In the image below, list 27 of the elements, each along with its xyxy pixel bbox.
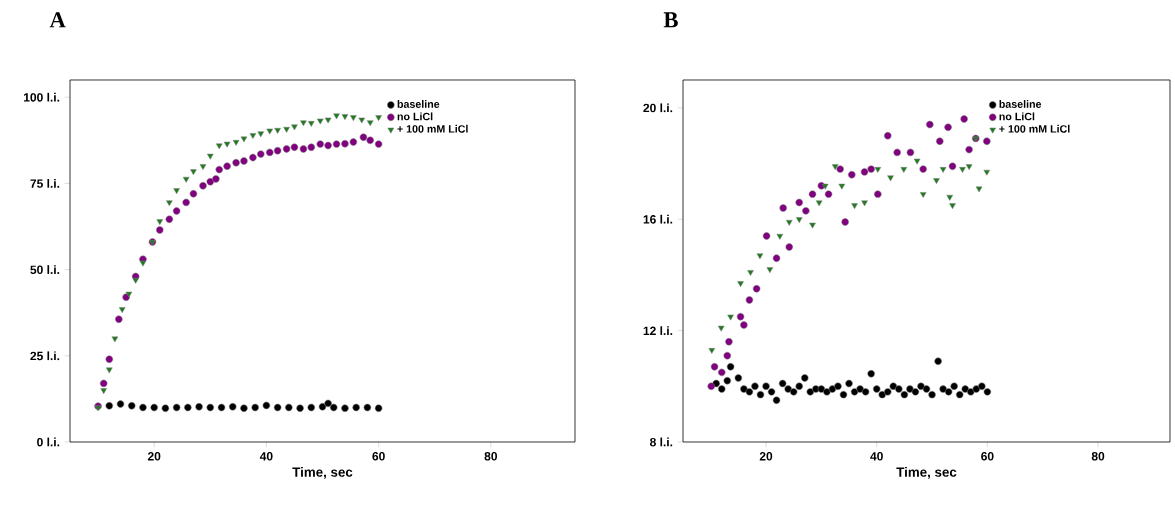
y-tick-label: 50 l.i.	[30, 265, 60, 275]
legend-label: + 100 mM LiCl	[999, 124, 1070, 133]
x-tick-label: 80	[484, 452, 498, 461]
y-tick-label: 0 l.i.	[37, 437, 60, 447]
legend-label: baseline	[397, 100, 440, 108]
y-tick-label: 20 l.i.	[643, 103, 673, 113]
chart-title: B	[663, 12, 678, 28]
x-tick-label: 80	[1091, 452, 1105, 461]
y-tick-label: 8 l.i.	[649, 437, 673, 447]
y-tick-label: 16 l.i.	[643, 214, 673, 224]
y-tick-label: 12 l.i.	[643, 326, 673, 335]
y-tick-label: 100 l.i.	[24, 92, 60, 102]
x-tick-label: 60	[981, 452, 994, 461]
y-tick-label: 75 l.i.	[30, 179, 60, 188]
x-tick-label: 20	[759, 452, 773, 461]
x-tick-label: 60	[372, 452, 385, 461]
legend-label: no LiCl	[999, 112, 1035, 121]
chart-title: A	[49, 12, 66, 28]
x-tick-label: 20	[147, 452, 161, 461]
x-tick-label: 40	[259, 452, 273, 461]
x-axis-title: Time, sec	[292, 467, 353, 479]
x-axis-title: Time, sec	[896, 467, 957, 479]
legend-label: no LiCl	[397, 112, 433, 121]
legend-label: + 100 mM LiCl	[397, 124, 468, 133]
x-tick-label: 40	[870, 452, 883, 461]
y-tick-label: 25 l.i.	[30, 351, 60, 361]
legend-label: baseline	[999, 100, 1042, 108]
